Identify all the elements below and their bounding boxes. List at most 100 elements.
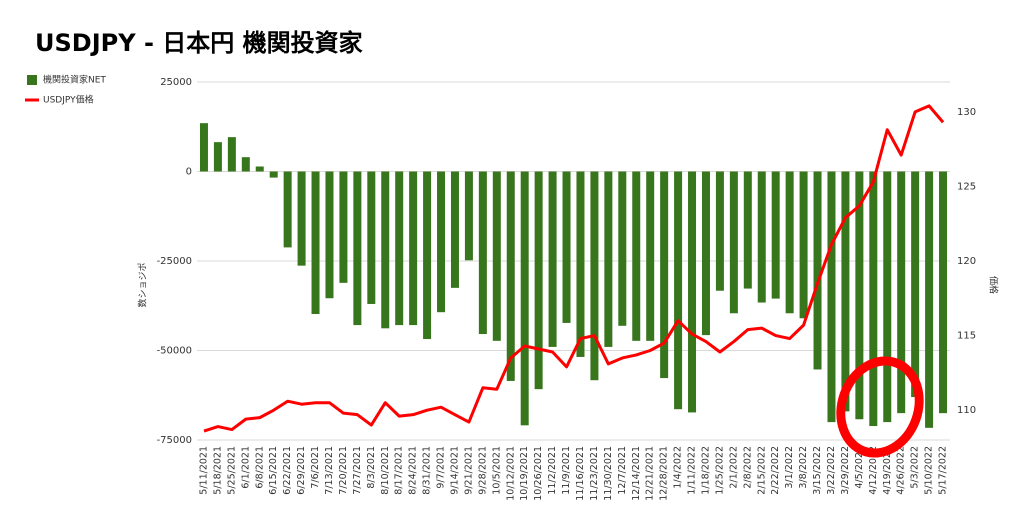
bar: [939, 171, 948, 414]
chart-title: USDJPY - 日本円 機関投資家: [35, 29, 363, 57]
bar: [534, 171, 543, 390]
legend-label: 機関投資家NET: [43, 74, 106, 86]
bar: [799, 171, 808, 319]
line: [203, 104, 945, 433]
bar: [241, 157, 250, 172]
x-tick-label: 5/18/2021: [212, 446, 223, 495]
y2-axis-title: 価格: [988, 276, 1000, 294]
bar: [925, 171, 934, 428]
y-tick-label: -50000: [157, 346, 192, 357]
x-tick-label: 3/22/2022: [826, 446, 837, 495]
bar: [423, 171, 432, 340]
bar: [227, 137, 236, 172]
bar: [199, 123, 208, 172]
x-tick-label: 1/25/2022: [714, 446, 725, 495]
x-tick-label: 2/1/2022: [728, 446, 739, 489]
x-tick-label: 8/3/2021: [366, 446, 377, 489]
bar: [311, 171, 320, 314]
x-tick-label: 11/9/2021: [561, 446, 572, 495]
bar: [813, 171, 822, 370]
x-tick-label: 4/5/2022: [854, 446, 865, 489]
bar: [450, 171, 459, 288]
x-tick-label: 4/19/2022: [882, 446, 893, 495]
x-tick-label: 5/3/2022: [910, 446, 921, 489]
bar: [576, 171, 585, 357]
bar: [604, 171, 613, 347]
x-tick-label: 7/13/2021: [324, 446, 335, 495]
bar: [897, 171, 906, 414]
bar: [548, 171, 557, 347]
x-tick-label: 3/29/2022: [840, 446, 851, 495]
bar: [506, 171, 515, 381]
bar: [395, 171, 404, 326]
bar: [325, 171, 334, 299]
y2-tick-label: 110: [957, 405, 976, 416]
x-tick-label: 6/1/2021: [240, 446, 251, 489]
x-tick-label: 2/15/2022: [756, 446, 767, 495]
x-tick-label: 3/1/2022: [784, 446, 795, 489]
y2-tick-label: 115: [957, 331, 976, 342]
x-tick-label: 5/10/2022: [924, 446, 935, 495]
bar: [883, 171, 892, 423]
x-tick-label: 9/7/2021: [436, 446, 447, 489]
bar: [269, 171, 278, 178]
bar: [771, 171, 780, 299]
x-tick-label: 12/21/2021: [645, 446, 656, 501]
x-tick-label: 7/27/2021: [352, 446, 363, 495]
bar: [911, 171, 920, 398]
y2-tick-label: 130: [957, 107, 976, 118]
bar: [367, 171, 376, 304]
bar: [297, 171, 306, 266]
x-tick-label: 5/11/2021: [198, 446, 209, 495]
bar: [283, 171, 292, 248]
grid: -75000 -50000 -25000 0 25000 110 115 120 125 130 5…: [157, 77, 977, 501]
bar: [743, 171, 752, 289]
highlight-circle: [836, 356, 924, 458]
x-tick-label: 12/7/2021: [617, 446, 628, 495]
bar: [729, 171, 738, 314]
y-tick-label: -75000: [157, 435, 192, 446]
y2-tick-label: 120: [957, 256, 976, 267]
bar: [715, 171, 724, 291]
x-tick-label: 6/8/2021: [254, 446, 265, 489]
x-tick-label: 8/10/2021: [380, 446, 391, 495]
bar: [381, 171, 390, 329]
y2-tick-label: 125: [957, 181, 976, 192]
x-tick-label: 12/28/2021: [659, 446, 670, 501]
x-tick-label: 5/25/2021: [226, 446, 237, 495]
x-tick-label: 10/12/2021: [505, 446, 516, 501]
y-tick-label: -25000: [157, 256, 192, 267]
bar: [869, 171, 878, 427]
x-tick-label: 11/30/2021: [603, 446, 614, 501]
bar: [478, 171, 487, 335]
bar: [437, 171, 446, 313]
bar: [520, 171, 529, 426]
bar: [632, 171, 641, 341]
bar: [841, 171, 850, 412]
x-tick-label: 5/17/2022: [938, 446, 949, 495]
bar: [492, 171, 501, 341]
plot-area: [199, 104, 948, 433]
x-tick-label: 10/19/2021: [519, 446, 530, 501]
x-tick-label: 3/15/2022: [812, 446, 823, 495]
x-tick-label: 1/4/2022: [673, 446, 684, 489]
x-tick-label: 7/6/2021: [310, 446, 321, 489]
x-tick-label: 8/31/2021: [422, 446, 433, 495]
x-tick-label: 1/11/2022: [687, 446, 698, 495]
x-tick-label: 2/22/2022: [770, 446, 781, 495]
bar: [646, 171, 655, 341]
x-tick-label: 4/26/2022: [896, 446, 907, 495]
x-tick-label: 11/23/2021: [589, 446, 600, 501]
legend-swatch: [27, 75, 37, 85]
bar: [701, 171, 710, 336]
x-tick-label: 11/2/2021: [547, 446, 558, 495]
x-tick-label: 7/20/2021: [338, 446, 349, 495]
bar: [785, 171, 794, 314]
x-tick-label: 11/16/2021: [575, 446, 586, 501]
x-tick-label: 10/5/2021: [491, 446, 502, 495]
y-tick-label: 0: [186, 167, 192, 178]
x-tick-label: 1/18/2022: [700, 446, 711, 495]
bar: [464, 171, 473, 261]
bar: [688, 171, 697, 413]
